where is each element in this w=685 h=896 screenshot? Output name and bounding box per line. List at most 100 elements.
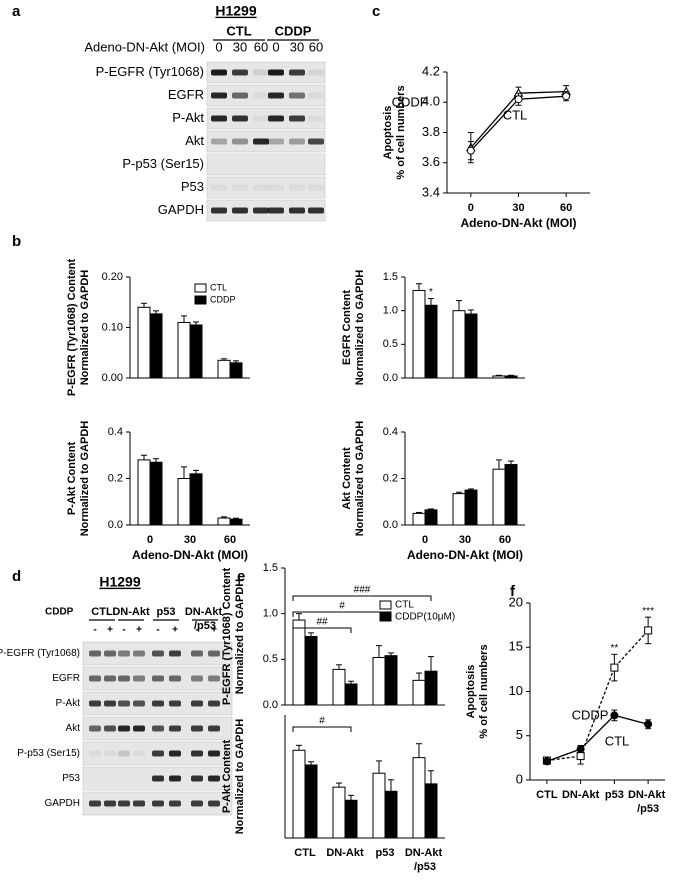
blot-strip: [206, 61, 326, 84]
bar: [492, 375, 506, 379]
legend-label: CTL: [210, 282, 227, 292]
point: [466, 146, 475, 155]
lane-row-label: CDDP: [45, 607, 74, 618]
y-tick-label: 0.20: [102, 271, 123, 283]
legend-label: CDDP: [210, 294, 236, 304]
y-tick-label: 0.0: [383, 519, 398, 531]
legend-swatch: [194, 283, 207, 293]
bar: [149, 461, 163, 526]
bar: [292, 749, 306, 839]
x-tick-label: CTL: [536, 789, 558, 801]
blot-strip: [206, 176, 326, 199]
bracket: [292, 627, 352, 633]
x-tick-label: DN-Akt /p53: [405, 847, 445, 873]
lane-label: 60: [254, 39, 268, 54]
blot-band: [169, 675, 181, 682]
blot-band: [232, 115, 248, 122]
blot-strip: [206, 84, 326, 107]
blot-band: [289, 138, 305, 145]
blot-band: [268, 115, 284, 122]
panel-label: a: [12, 3, 21, 20]
blot-band: [308, 184, 324, 191]
blot-band: [152, 750, 164, 757]
y-axis-label: Normalized to GAPDH: [79, 421, 91, 537]
y-tick-label: 1.5: [263, 562, 278, 574]
x-tick-label: 60: [224, 534, 236, 546]
blot-band: [133, 725, 145, 732]
series-label: CDDP: [572, 707, 609, 722]
y-tick-label: 0.2: [383, 472, 398, 484]
legend-swatch: [379, 612, 392, 622]
y-tick-label: 3.4: [422, 184, 440, 199]
blot-band: [211, 207, 227, 214]
blot-band: [308, 138, 324, 145]
y-axis-label: P-EGFR (Tyr1068) Content: [221, 568, 233, 706]
blot-band: [289, 184, 305, 191]
y-tick-label: 0.00: [102, 372, 123, 384]
y-tick-label: 1.5: [383, 271, 398, 283]
y-tick-label: 3.6: [422, 154, 440, 169]
blot-row-label: P53: [62, 773, 80, 784]
blot-band: [169, 700, 181, 707]
x-axis-label: Adeno-DN-Akt (MOI): [132, 548, 248, 562]
lane-row-label: Adeno-DN-Akt (MOI): [84, 39, 205, 54]
blot-band: [191, 750, 203, 757]
lane-label: 0: [272, 39, 279, 54]
bar: [304, 636, 318, 706]
line-series: [546, 629, 649, 762]
y-axis-label: Apoptosis: [382, 106, 394, 160]
blot-row-label: P53: [181, 179, 204, 194]
x-tick-label: DN-Akt /p53: [628, 789, 668, 815]
lane-label: -: [195, 625, 198, 636]
bar: [229, 362, 243, 379]
blot-row-label: P-EGFR (Tyr1068): [0, 648, 80, 659]
point: [576, 745, 585, 754]
bracket-label: #: [339, 601, 345, 612]
y-tick-label: 0.0: [263, 699, 278, 711]
blot-band: [118, 750, 130, 757]
x-tick-label: 30: [184, 534, 196, 546]
y-tick-label: 0.5: [263, 653, 278, 665]
series-label: CDDP: [392, 94, 429, 109]
bar: [372, 657, 386, 706]
blot-title: H1299: [215, 3, 256, 19]
y-tick-label: 3.8: [422, 124, 440, 139]
line-series: [546, 714, 649, 763]
point: [576, 752, 585, 761]
point: [610, 711, 619, 720]
y-tick-label: 0.0: [108, 519, 123, 531]
bar: [292, 619, 306, 706]
bar: [229, 518, 243, 526]
blot-band: [152, 650, 164, 657]
y-tick-label: 0.2: [108, 472, 123, 484]
y-tick-label: 0: [516, 771, 523, 786]
blot-band: [253, 115, 269, 122]
y-tick-label: 1.0: [263, 608, 278, 620]
blot-band: [104, 800, 116, 807]
blot-group-label: p53: [157, 606, 176, 618]
bracket-label: ##: [316, 617, 328, 628]
bar: [504, 464, 518, 526]
bar: [344, 799, 358, 839]
x-tick-label: DN-Akt: [326, 847, 364, 859]
blot-band: [289, 207, 305, 214]
point: [514, 95, 523, 104]
bar: [452, 310, 466, 379]
bracket: [292, 595, 432, 601]
bar: [344, 683, 358, 706]
y-tick-label: 20: [509, 594, 523, 609]
x-axis-label: Adeno-DN-Akt (MOI): [461, 216, 577, 230]
blot-band: [169, 650, 181, 657]
blot-band: [208, 800, 220, 807]
blot-band: [191, 800, 203, 807]
blot-band: [133, 750, 145, 757]
blot-row-label: P-p53 (Ser15): [17, 748, 80, 759]
bar: [412, 289, 426, 379]
bar: [189, 324, 203, 379]
blot-band: [133, 650, 145, 657]
bar: [177, 478, 191, 526]
blot-band: [89, 675, 101, 682]
y-tick-label: 0.5: [383, 338, 398, 350]
x-tick-label: DN-Akt: [562, 789, 600, 801]
